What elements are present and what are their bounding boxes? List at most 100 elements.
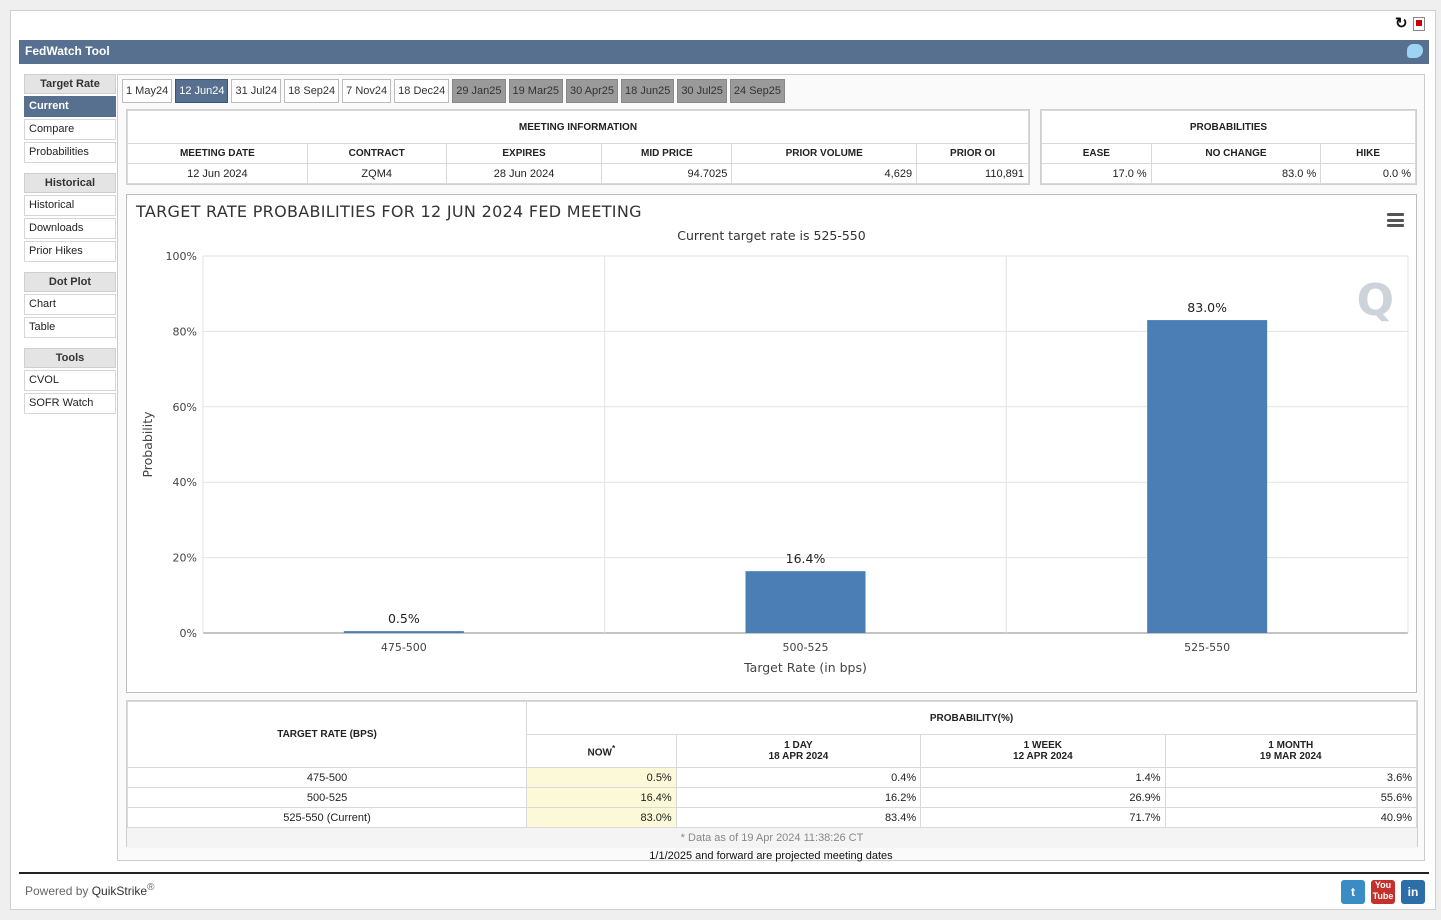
sidebar-item-chart[interactable]: Chart: [24, 294, 116, 315]
x-tick-label: 475-500: [381, 641, 427, 654]
sidebar-section-header: Historical: [24, 173, 116, 193]
now-column-header: NOW*: [526, 734, 677, 768]
meeting-info-column-header: MID PRICE: [601, 143, 733, 164]
sidebar-item-historical[interactable]: Historical: [24, 195, 116, 216]
now-footnote-mark: *: [611, 743, 616, 754]
meeting-info-cell: 110,891: [916, 163, 1029, 184]
table-row: 500-525 16.4% 16.2% 26.9% 55.6%: [126, 787, 1418, 808]
chart-menu-icon[interactable]: [1387, 213, 1404, 227]
history-probability-cell: 40.9%: [1164, 807, 1418, 828]
x-tick-label: 525-550: [1184, 641, 1230, 654]
target-rate-cell: 500-525: [126, 787, 528, 808]
tab-meeting-date[interactable]: 29 Jan25: [452, 79, 506, 103]
probabilities-table: PROBABILITIES EASE NO CHANGE HIKE 17.0 % 83…: [1041, 110, 1416, 184]
sidebar-section-header: Dot Plot: [24, 272, 116, 292]
twitter-icon[interactable]: [1407, 44, 1423, 58]
title-bar: FedWatch Tool: [19, 40, 1429, 64]
probabilities-cell: 0.0 %: [1320, 163, 1416, 184]
tab-meeting-date[interactable]: 12 Jun24: [175, 79, 229, 103]
meeting-info-column-header: PRIOR OI: [916, 143, 1029, 164]
probability-table: TARGET RATE (BPS) PROBABILITY(%) NOW* 1 D…: [126, 701, 1418, 828]
meeting-info-column-header: EXPIRES: [445, 143, 603, 164]
now-label: NOW: [587, 747, 612, 759]
divider: [19, 872, 1429, 874]
x-axis-title: Target Rate (in bps): [743, 660, 867, 675]
y-tick-label: 20%: [173, 552, 197, 565]
history-probability-cell: 0.4%: [675, 767, 922, 788]
meeting-info-column-header: CONTRACT: [306, 143, 447, 164]
sidebar-item-downloads[interactable]: Downloads: [24, 218, 116, 239]
table-row: 475-500 0.5% 0.4% 1.4% 3.6%: [126, 767, 1418, 788]
table-row: 525-550 (Current) 83.0% 83.4% 71.7% 40.9%: [126, 807, 1418, 828]
bar-value-label: 16.4%: [786, 551, 826, 566]
sidebar-item-current[interactable]: Current: [24, 96, 116, 117]
probabilities-header: PROBABILITIES: [1041, 110, 1416, 144]
main-content: 1 May24 12 Jun24 31 Jul24 18 Sep24 7 Nov24 18…: [117, 74, 1425, 862]
linkedin-social-icon[interactable]: in: [1401, 880, 1425, 904]
target-rate-cell: 475-500: [126, 767, 528, 788]
tab-meeting-date[interactable]: 18 Dec24: [394, 79, 450, 103]
meeting-info-table: MEETING INFORMATION MEETING DATE CONTRACT…: [127, 110, 1029, 184]
sidebar-item-compare[interactable]: Compare: [24, 119, 116, 140]
powered-by: Powered by QuikStrike®: [25, 882, 154, 898]
sidebar-section-header: Tools: [24, 348, 116, 368]
tab-meeting-date[interactable]: 30 Jul25: [677, 79, 727, 103]
target-rate-header: TARGET RATE (BPS): [126, 701, 528, 768]
meeting-info-cell: ZQM4: [306, 163, 447, 184]
tab-meeting-date[interactable]: 7 Nov24: [342, 79, 392, 103]
history-probability-cell: 3.6%: [1164, 767, 1418, 788]
history-probability-cell: 71.7%: [920, 807, 1166, 828]
history-column-label: 1 DAY: [784, 740, 813, 751]
brand-link[interactable]: QuikStrike: [91, 884, 148, 898]
bar[interactable]: [745, 571, 866, 633]
tab-meeting-date[interactable]: 1 May24: [122, 79, 173, 103]
history-probability-cell: 83.4%: [675, 807, 922, 828]
now-probability-cell: 16.4%: [526, 787, 677, 808]
tab-meeting-date[interactable]: 24 Sep25: [729, 79, 786, 103]
y-tick-label: 0%: [180, 627, 197, 640]
y-tick-label: 60%: [173, 401, 197, 414]
data-timestamp-note: * Data as of 19 Apr 2024 11:38:26 CT: [127, 828, 1417, 848]
tab-meeting-date[interactable]: 18 Jun25: [621, 79, 675, 103]
sidebar-item-probabilities[interactable]: Probabilities: [24, 142, 116, 163]
history-column-date: 19 MAR 2024: [1259, 751, 1322, 762]
y-tick-label: 40%: [173, 476, 197, 489]
refresh-icon[interactable]: ↻: [1395, 15, 1408, 32]
history-column-label: 1 WEEK: [1023, 740, 1063, 751]
bar-value-label: 83.0%: [1187, 300, 1227, 315]
app-title: FedWatch Tool: [25, 44, 110, 58]
history-column-label: 1 MONTH: [1268, 740, 1314, 751]
registered-mark: ®: [147, 882, 155, 893]
sidebar: Target Rate Current Compare Probabilities Hi…: [24, 74, 116, 414]
tab-meeting-date[interactable]: 31 Jul24: [231, 79, 282, 103]
top-icons: ↻: [1395, 15, 1425, 32]
meeting-info-column-header: PRIOR VOLUME: [731, 143, 918, 164]
sidebar-section-header: Target Rate: [24, 74, 116, 94]
sidebar-item-table[interactable]: Table: [24, 317, 116, 338]
meeting-info-cell: 94.7025: [601, 163, 733, 184]
meeting-info-cell: 12 Jun 2024: [127, 163, 308, 184]
projected-dates-note: 1/1/2025 and forward are projected meeti…: [649, 850, 893, 862]
twitter-social-icon[interactable]: t: [1341, 880, 1365, 904]
now-probability-cell: 83.0%: [526, 807, 677, 828]
bar[interactable]: [1147, 320, 1268, 633]
youtube-social-icon[interactable]: You Tube: [1371, 880, 1395, 904]
x-tick-label: 500-525: [783, 641, 829, 654]
meeting-info-panel: MEETING INFORMATION MEETING DATE CONTRACT…: [126, 109, 1030, 185]
tab-meeting-date[interactable]: 19 Mar25: [508, 79, 563, 103]
history-column-header: 1 DAY 18 APR 2024: [675, 734, 922, 768]
bar[interactable]: [343, 631, 464, 633]
sidebar-item-prior-hikes[interactable]: Prior Hikes: [24, 241, 116, 262]
tab-meeting-date[interactable]: 30 Apr25: [566, 79, 619, 103]
history-probability-cell: 55.6%: [1164, 787, 1418, 808]
pdf-export-icon[interactable]: [1413, 17, 1425, 31]
probability-table-panel: TARGET RATE (BPS) PROBABILITY(%) NOW* 1 D…: [126, 700, 1418, 848]
app-frame: ↻ FedWatch Tool Target Rate Current Compar…: [10, 10, 1436, 910]
meeting-info-column-header: MEETING DATE: [127, 143, 308, 164]
sidebar-item-sofr-watch[interactable]: SOFR Watch: [24, 393, 116, 414]
y-axis-title: Probability: [140, 411, 155, 478]
sidebar-item-cvol[interactable]: CVOL: [24, 370, 116, 391]
quikstrike-watermark-icon: Q: [1356, 275, 1394, 326]
history-probability-cell: 26.9%: [920, 787, 1166, 808]
tab-meeting-date[interactable]: 18 Sep24: [284, 79, 340, 103]
